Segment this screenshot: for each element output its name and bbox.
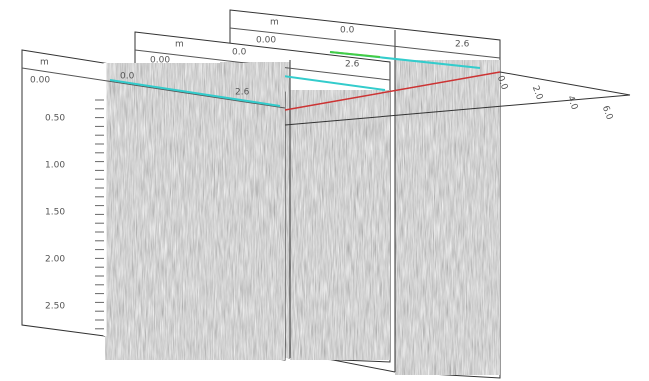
- end-label: 2.6: [455, 40, 470, 50]
- side-tick-label: 4.0: [565, 94, 579, 111]
- unit-label: m: [175, 40, 184, 50]
- unit-label: m: [270, 18, 279, 28]
- radargram: [105, 63, 285, 360]
- unit-label: m: [40, 58, 49, 68]
- start-label: 0.0: [232, 48, 247, 58]
- side-tick-label: 2.0: [530, 84, 544, 101]
- depth-tick-label: 1.50: [45, 208, 65, 218]
- depth-tick-label: 0.50: [45, 114, 65, 124]
- depth-label: 0.00: [150, 56, 170, 66]
- depth-label: 0.00: [256, 36, 276, 46]
- depth-tick-label: 2.50: [45, 302, 65, 312]
- start-label: 0.0: [340, 26, 355, 36]
- end-label: 2.6: [345, 60, 360, 70]
- radargram: [290, 90, 390, 360]
- depth-tick-label: 2.00: [45, 255, 65, 265]
- side-tick-label: 6.0: [600, 104, 614, 121]
- depth-tick-label: 1.00: [45, 161, 65, 171]
- radargram-view: m 0.0 2.6 0.00 m 0.0 2.6 0.00 m 0.0 2.6 …: [0, 0, 649, 381]
- panel-front: m 0.0 2.6 0.00 0.50 1.00 1.50 2.00 2.50: [22, 50, 285, 360]
- depth-label: 0.00: [30, 76, 50, 86]
- start-label: 0.0: [120, 72, 135, 82]
- end-label: 2.6: [235, 88, 250, 98]
